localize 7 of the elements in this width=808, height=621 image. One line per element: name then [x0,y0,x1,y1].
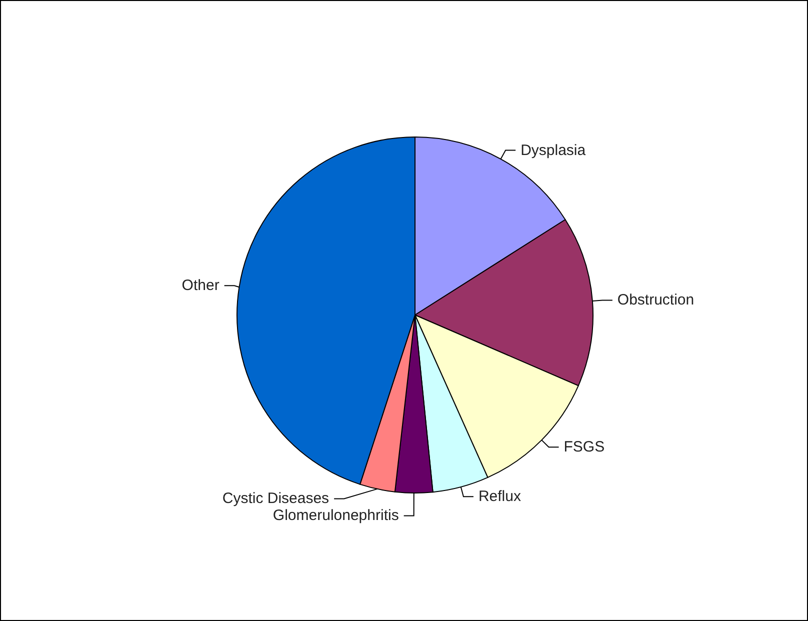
slice-label: Cystic Diseases [222,490,330,508]
slice-label: Dysplasia [520,142,586,159]
slice-label: Obstruction [617,292,694,309]
slice-label: FSGS [564,438,605,456]
slice-label: Reflux [478,488,522,506]
slice-label: Glomerulonephritis [272,507,399,524]
slice-label: Other [182,277,220,294]
